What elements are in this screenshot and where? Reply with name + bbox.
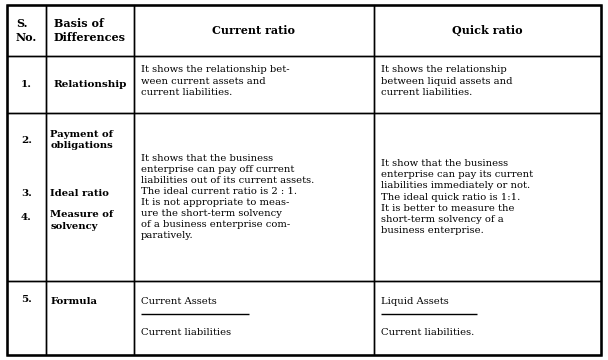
Text: Current liabilities.: Current liabilities. [381, 328, 474, 337]
Text: It shows the relationship
between liquid assets and
current liabilities.: It shows the relationship between liquid… [381, 66, 513, 96]
Text: It show that the business
enterprise can pay its current
liabilities immediately: It show that the business enterprise can… [381, 159, 533, 235]
Bar [7, 281, 46, 355]
Text: Current ratio: Current ratio [212, 25, 295, 36]
Text: Measure of
solvency: Measure of solvency [50, 211, 114, 231]
Text: It shows the relationship bet-
ween current assets and
current liabilities.: It shows the relationship bet- ween curr… [141, 66, 289, 96]
Text: Liquid Assets: Liquid Assets [381, 297, 449, 306]
Text: Basis of
Differences: Basis of Differences [54, 18, 126, 43]
Text: Formula: Formula [50, 297, 97, 306]
Text: 5.: 5. [21, 295, 32, 304]
Text: Payment of
obligations: Payment of obligations [50, 130, 114, 150]
Text: 2.: 2. [21, 136, 32, 145]
Bar [7, 113, 46, 281]
Bar [374, 281, 601, 355]
Bar [374, 56, 601, 113]
Bar [134, 281, 374, 355]
Text: 1.: 1. [21, 80, 32, 89]
Bar [374, 113, 601, 281]
Bar [134, 113, 374, 281]
Text: S.
No.: S. No. [16, 18, 37, 43]
Text: Quick ratio: Quick ratio [452, 25, 523, 36]
Bar [7, 5, 46, 56]
Bar [46, 5, 134, 56]
Text: 3.: 3. [21, 189, 32, 198]
Bar [46, 281, 134, 355]
Bar [134, 5, 374, 56]
Text: Ideal ratio: Ideal ratio [50, 189, 109, 198]
Bar [7, 56, 46, 113]
Bar [374, 5, 601, 56]
Text: Current liabilities: Current liabilities [141, 328, 231, 337]
Bar [46, 113, 134, 281]
Bar [134, 56, 374, 113]
Text: Current Assets: Current Assets [141, 297, 217, 306]
Text: 4.: 4. [21, 213, 32, 222]
Text: Relationship: Relationship [53, 80, 126, 89]
Bar [46, 56, 134, 113]
Text: It shows that the business
enterprise can pay off current
liabilities out of its: It shows that the business enterprise ca… [141, 154, 314, 240]
